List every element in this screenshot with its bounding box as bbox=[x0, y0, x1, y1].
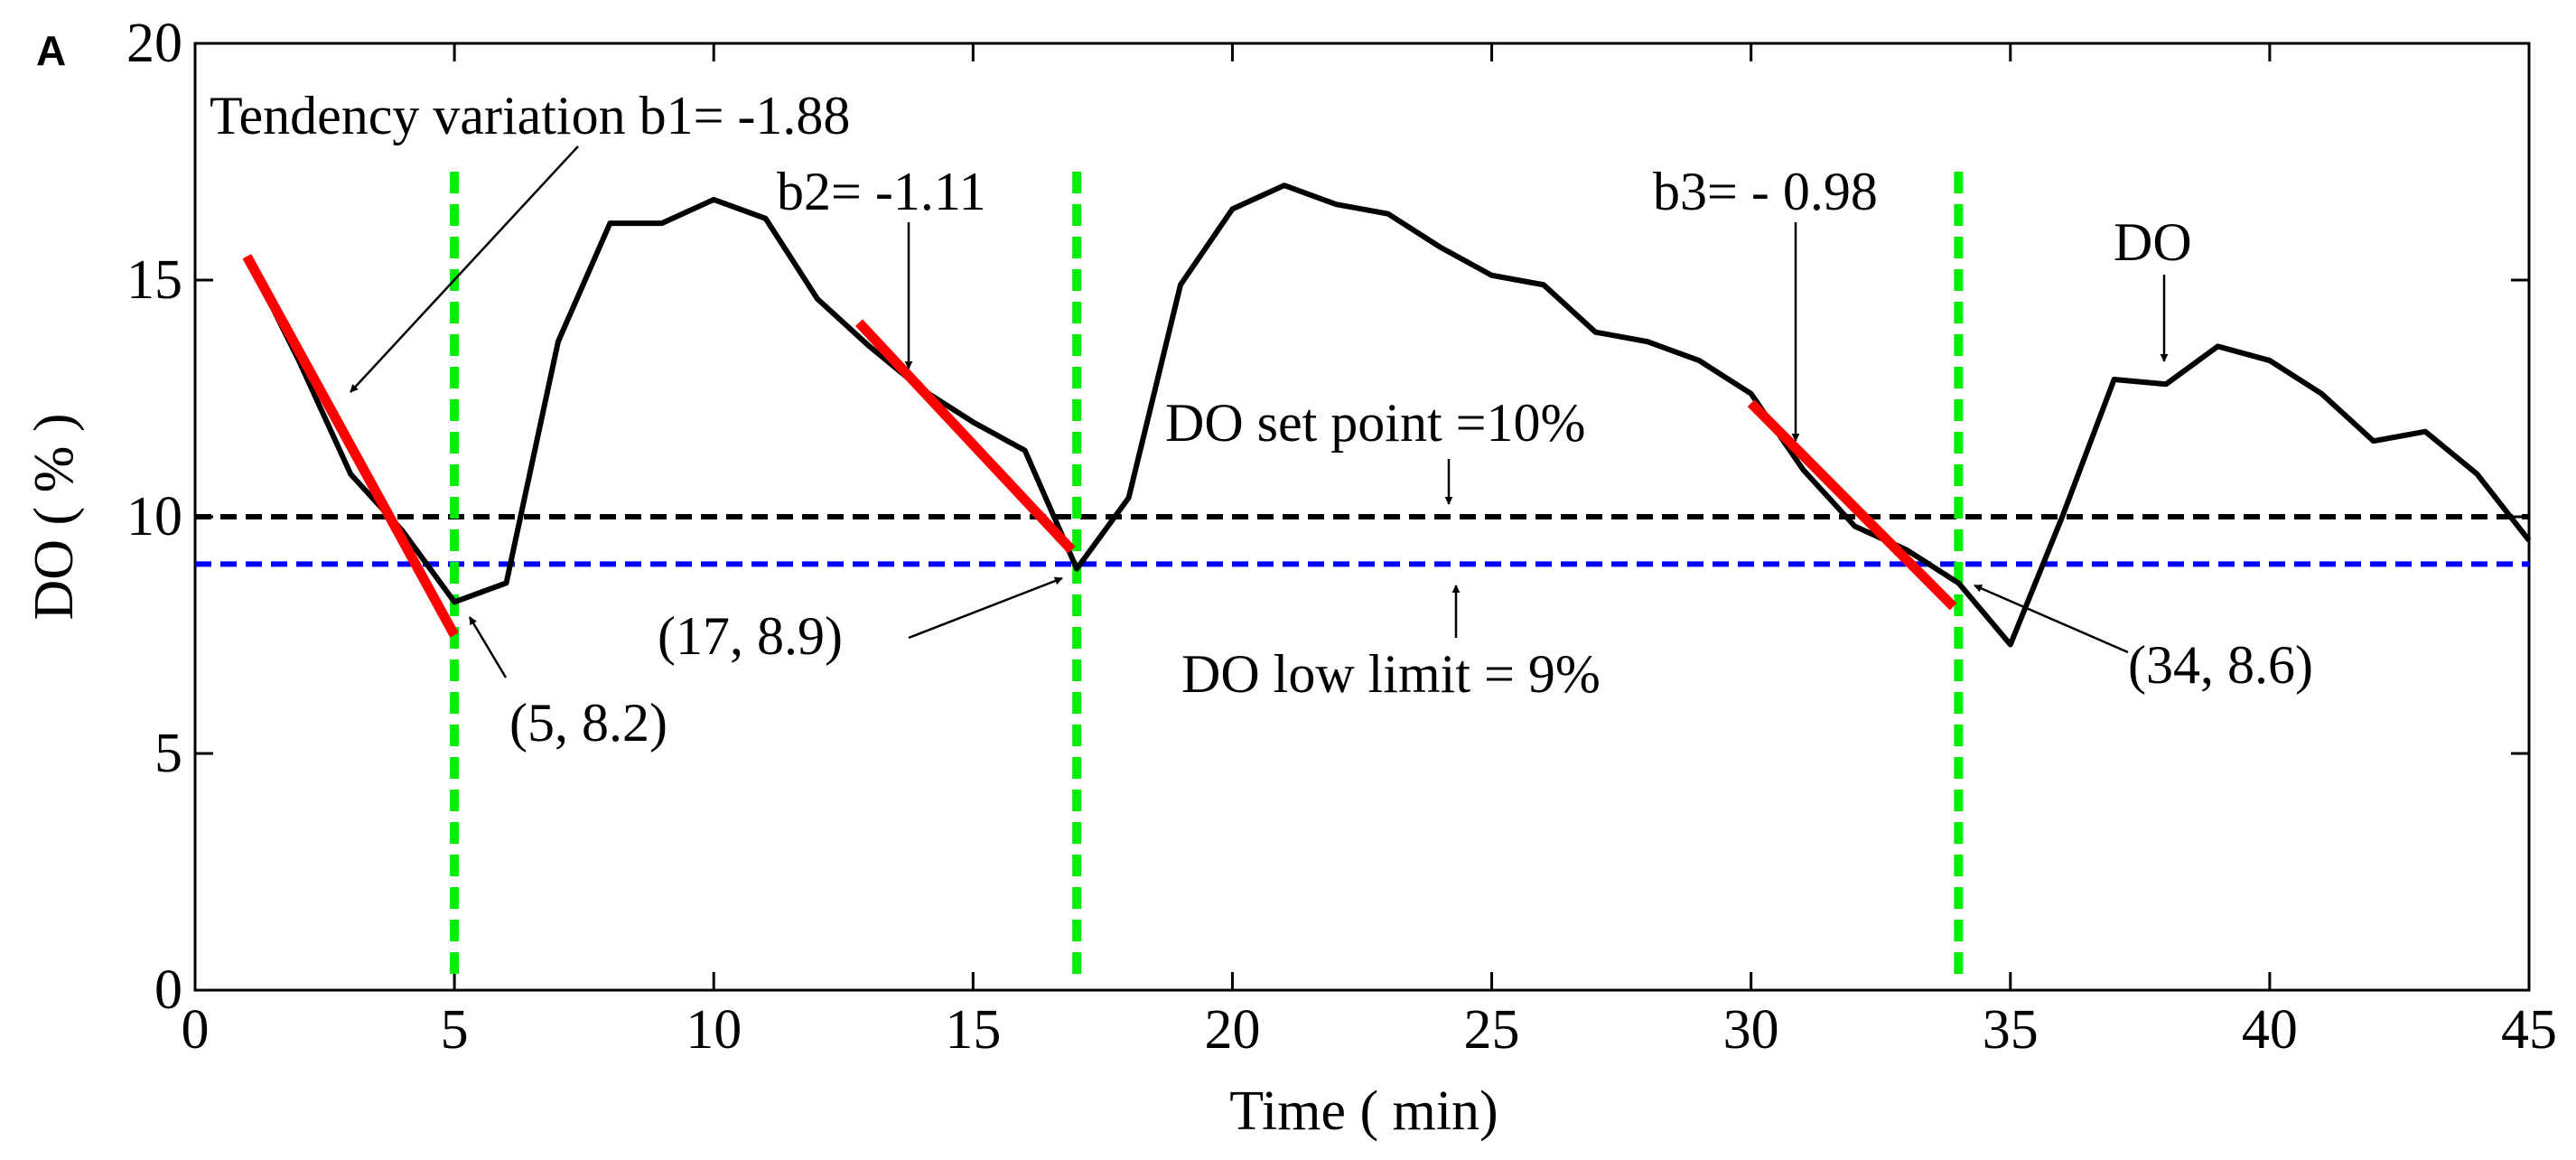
do-series-line bbox=[244, 182, 2532, 648]
x-tick-label: 15 bbox=[945, 999, 1001, 1061]
arrow-point-3 bbox=[1974, 584, 2129, 654]
panel-label: A bbox=[36, 27, 66, 74]
y-axis-label: DO ( % ) bbox=[23, 414, 85, 621]
y-tick-label: 10 bbox=[126, 486, 182, 547]
x-tick-label: 10 bbox=[686, 999, 742, 1061]
x-tick-label: 35 bbox=[1983, 999, 2039, 1061]
annotation-point-1: (5, 8.2) bbox=[509, 693, 667, 753]
annotation-lowlimit: DO low limit = 9% bbox=[1181, 644, 1601, 704]
x-axis-label: Time ( min) bbox=[1229, 1080, 1498, 1142]
x-tick-label: 5 bbox=[441, 999, 469, 1061]
annotation-point-2: (17, 8.9) bbox=[658, 606, 843, 666]
annotation-setpoint: DO set point =10% bbox=[1165, 393, 1585, 453]
annotation-b2: b2= -1.11 bbox=[777, 162, 986, 221]
x-tick-label: 30 bbox=[1723, 999, 1779, 1061]
x-tick-label: 0 bbox=[182, 999, 210, 1061]
x-tick-label: 25 bbox=[1464, 999, 1520, 1061]
arrow-point-2 bbox=[908, 576, 1063, 640]
annotation-point-3: (34, 8.6) bbox=[2128, 635, 2313, 695]
x-tick-label: 40 bbox=[2242, 999, 2298, 1061]
y-tick-label: 0 bbox=[154, 959, 182, 1021]
y-tick-label: 15 bbox=[126, 249, 182, 311]
tendency-line-b2 bbox=[854, 319, 1076, 554]
annotation-b1: Tendency variation b1= -1.88 bbox=[210, 86, 850, 145]
tendency-line-b1 bbox=[242, 254, 459, 638]
annotation-do: DO bbox=[2114, 212, 2192, 272]
annotation-b3: b3= - 0.98 bbox=[1653, 162, 1878, 221]
x-tick-label: 45 bbox=[2501, 999, 2557, 1061]
arrow-b1 bbox=[350, 145, 579, 393]
y-tick-label: 20 bbox=[126, 13, 182, 74]
x-tick-label: 20 bbox=[1204, 999, 1260, 1061]
tendency-line-b3 bbox=[1747, 399, 1957, 611]
y-tick-label: 5 bbox=[154, 723, 182, 784]
arrow-point-1 bbox=[468, 616, 508, 678]
